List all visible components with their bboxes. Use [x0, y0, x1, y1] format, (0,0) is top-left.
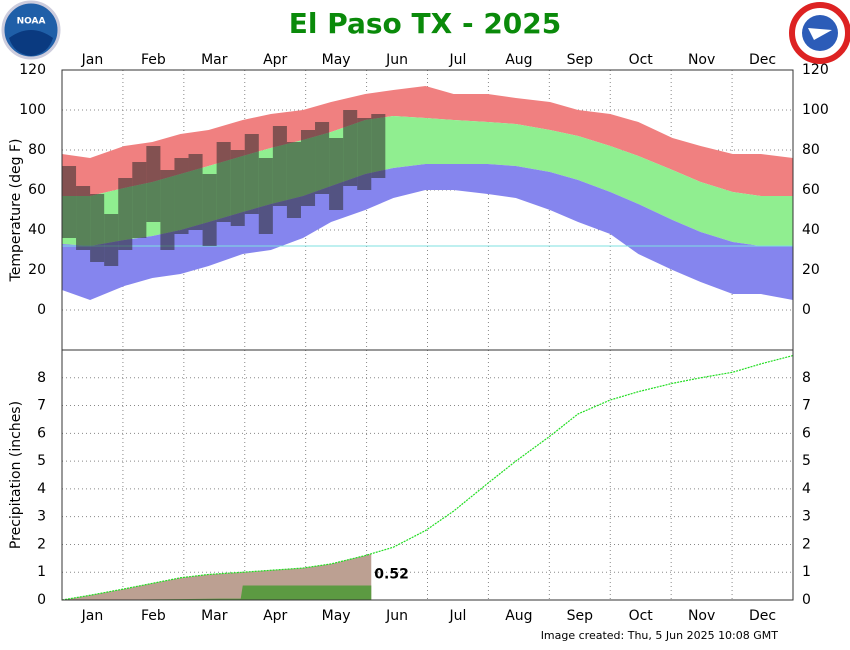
x-tick-label: May	[322, 608, 351, 624]
y-tick-label: 0	[37, 302, 46, 318]
y-tick-label: 4	[802, 481, 811, 497]
x-tick-label: Oct	[629, 608, 654, 624]
x-tick-label: Dec	[749, 608, 776, 624]
observed-bar	[132, 162, 147, 238]
y-tick-label: 2	[37, 536, 46, 552]
x-tick-label: Nov	[688, 52, 715, 68]
y-tick-label: 60	[802, 182, 820, 198]
y-tick-label: 7	[37, 398, 46, 414]
x-tick-label: Feb	[141, 608, 166, 624]
x-tick-label: Mar	[201, 52, 228, 68]
observed-bar	[90, 194, 105, 262]
y-tick-label: 5	[802, 453, 811, 469]
plot-layer	[62, 69, 793, 350]
y-tick-label: 120	[802, 62, 829, 78]
observed-bar	[230, 150, 245, 226]
x-tick-label: Jul	[449, 608, 467, 624]
x-tick-label: Jul	[449, 52, 467, 68]
x-tick-label: Jun	[385, 608, 408, 624]
observed-bar	[244, 134, 259, 214]
x-tick-label: Feb	[141, 52, 166, 68]
observed-bar	[286, 142, 301, 218]
y-tick-label: 3	[802, 509, 811, 525]
x-tick-label: Apr	[263, 608, 287, 624]
plot-frame	[61, 349, 794, 601]
y-tick-label: 60	[28, 182, 46, 198]
x-tick-label: Sep	[567, 608, 594, 624]
y-tick-label: 0	[37, 592, 46, 608]
observed-bar	[188, 154, 203, 230]
observed-bar	[371, 114, 386, 178]
x-tick-label: May	[322, 52, 351, 68]
x-tick-label: Oct	[629, 52, 654, 68]
observed-bar	[357, 118, 372, 190]
x-tick-label: Dec	[749, 52, 776, 68]
actual-area	[62, 585, 372, 600]
y-tick-label: 1	[802, 564, 811, 580]
y-tick-label: 6	[37, 425, 46, 441]
nws-logo	[789, 2, 850, 64]
observed-bar	[118, 178, 133, 250]
observed-bar	[216, 142, 231, 222]
observed-bar	[174, 158, 189, 234]
observed-bar	[146, 146, 161, 222]
observed-bar	[202, 174, 217, 246]
y-tick-label: 2	[802, 536, 811, 552]
y-tick-label: 3	[37, 509, 46, 525]
y-tick-label: 100	[19, 102, 46, 118]
chart-title: El Paso TX - 2025	[289, 7, 562, 40]
y-tick-label: 120	[19, 62, 46, 78]
y-tick-label: 40	[28, 222, 46, 238]
x-tick-label: Jan	[81, 608, 104, 624]
observed-bar	[160, 170, 175, 250]
y-axis-title: Temperature (deg F)	[8, 139, 24, 283]
y-tick-label: 0	[802, 302, 811, 318]
observed-bar	[315, 122, 330, 194]
y-tick-label: 20	[802, 262, 820, 278]
y-tick-label: 100	[802, 102, 829, 118]
x-tick-label: Sep	[567, 52, 594, 68]
value-label: 0.52	[374, 567, 409, 583]
normal-line	[61, 354, 794, 601]
temperature-band	[62, 116, 793, 246]
y-tick-label: 1	[37, 564, 46, 580]
x-tick-label: Mar	[201, 608, 228, 624]
y-tick-label: 8	[37, 370, 46, 386]
y-axis-title: Precipitation (inches)	[8, 401, 24, 549]
y-tick-label: 4	[37, 481, 46, 497]
x-tick-label: Aug	[505, 52, 532, 68]
observed-bar	[62, 166, 77, 238]
observed-bar	[329, 138, 344, 210]
noaa-logo: NOAA	[1, 0, 61, 60]
x-tick-label: Nov	[688, 608, 715, 624]
observed-bar	[300, 130, 316, 206]
y-tick-label: 8	[802, 370, 811, 386]
y-tick-label: 7	[802, 398, 811, 414]
observed-bar	[258, 158, 273, 234]
observed-bar	[272, 126, 287, 206]
observed-bar	[343, 110, 358, 186]
normal-to-date-area	[62, 553, 372, 600]
observed-bar	[104, 214, 119, 266]
observed-bar	[76, 186, 91, 250]
x-tick-label: Jan	[81, 52, 104, 68]
y-tick-label: 80	[28, 142, 46, 158]
x-tick-label: Apr	[263, 52, 287, 68]
logo-text: NOAA	[17, 17, 46, 27]
y-tick-label: 40	[802, 222, 820, 238]
x-tick-label: Aug	[505, 608, 532, 624]
temperature-band	[62, 164, 793, 300]
y-tick-label: 5	[37, 453, 46, 469]
footer: Image created: Thu, 5 Jun 2025 10:08 GMT	[541, 629, 779, 642]
plot-layer	[61, 350, 794, 601]
y-tick-label: 0	[802, 592, 811, 608]
y-tick-label: 80	[802, 142, 820, 158]
y-tick-label: 20	[28, 262, 46, 278]
y-tick-label: 6	[802, 425, 811, 441]
x-tick-label: Jun	[385, 52, 408, 68]
